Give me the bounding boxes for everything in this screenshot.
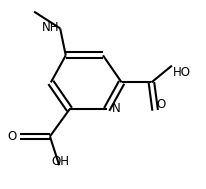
Text: O: O: [156, 98, 165, 111]
Text: N: N: [111, 102, 120, 115]
Text: NH: NH: [42, 21, 59, 34]
Text: OH: OH: [51, 155, 69, 168]
Text: O: O: [7, 130, 16, 143]
Text: HO: HO: [173, 66, 191, 79]
